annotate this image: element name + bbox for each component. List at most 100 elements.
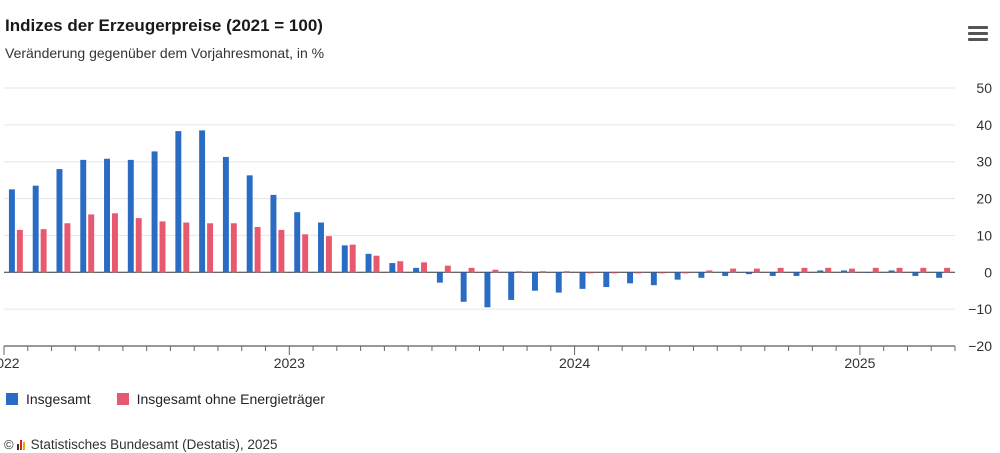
bar-insgesamt: [745, 272, 752, 275]
bar-ohne-energietraeger: [872, 267, 879, 273]
bar-insgesamt: [555, 272, 562, 293]
legend-label: Insgesamt ohne Energieträger: [136, 391, 325, 407]
bar-insgesamt: [936, 272, 943, 278]
bar-insgesamt: [436, 272, 443, 283]
bar-ohne-energietraeger: [682, 272, 689, 274]
bar-insgesamt: [56, 169, 63, 273]
y-tick-label: 20: [976, 191, 992, 207]
y-tick-label: 50: [976, 80, 992, 96]
bar-insgesamt: [603, 272, 610, 288]
bar-insgesamt: [841, 270, 848, 273]
y-tick-label: 30: [976, 154, 992, 170]
bar-ohne-energietraeger: [421, 262, 428, 273]
x-tick-label: 2023: [274, 355, 305, 371]
bar-ohne-energietraeger: [468, 267, 475, 273]
chart-title: Indizes der Erzeugerpreise (2021 = 100): [5, 16, 323, 35]
legend-item-ohne-energie[interactable]: Insgesamt ohne Energieträger: [116, 391, 325, 407]
y-tick-label: −20: [968, 338, 992, 354]
bar-insgesamt: [674, 272, 681, 280]
bar-ohne-energietraeger: [16, 229, 23, 273]
bar-ohne-energietraeger: [230, 223, 237, 273]
y-tick-label: 40: [976, 117, 992, 133]
bar-insgesamt: [222, 156, 229, 273]
bar-insgesamt: [864, 272, 871, 273]
bar-insgesamt: [579, 272, 586, 289]
bar-insgesamt: [769, 272, 776, 276]
bar-ohne-energietraeger: [88, 214, 95, 273]
bar-ohne-energietraeger: [801, 267, 808, 273]
bar-ohne-energietraeger: [849, 268, 855, 273]
chart-legend: Insgesamt Insgesamt ohne Energieträger: [6, 391, 351, 407]
bar-insgesamt: [698, 272, 705, 278]
bar-ohne-energietraeger: [611, 272, 618, 274]
bar-insgesamt: [627, 272, 634, 284]
bar-insgesamt: [365, 253, 372, 273]
bar-insgesamt: [294, 212, 301, 273]
bar-ohne-energietraeger: [730, 268, 737, 273]
bar-insgesamt: [32, 185, 39, 273]
bar-insgesamt: [817, 270, 824, 273]
bar-ohne-energietraeger: [40, 229, 47, 273]
y-tick-label: 0: [984, 264, 992, 280]
source-credit: © Statistisches Bundesamt (Destatis), 20…: [4, 437, 277, 452]
bar-ohne-energietraeger: [539, 271, 546, 273]
legend-swatch-blue: [6, 393, 18, 405]
hamburger-menu-icon[interactable]: [968, 26, 988, 42]
bar-insgesamt: [722, 272, 729, 276]
bar-ohne-energietraeger: [254, 226, 261, 273]
bar-insgesamt: [8, 189, 15, 273]
bar-insgesamt: [413, 267, 420, 273]
bar-insgesamt: [531, 272, 538, 291]
bar-ohne-energietraeger: [302, 234, 309, 273]
chart-subtitle: Veränderung gegenüber dem Vorjahresmonat…: [5, 45, 325, 61]
legend-label: Insgesamt: [26, 391, 91, 407]
bar-insgesamt: [80, 159, 87, 273]
bar-ohne-energietraeger: [349, 244, 356, 273]
x-tick-label: 2025: [844, 355, 875, 371]
bar-ohne-energietraeger: [492, 269, 499, 273]
legend-swatch-red: [116, 393, 129, 405]
bar-ohne-energietraeger: [207, 223, 214, 273]
bar-ohne-energietraeger: [658, 272, 665, 274]
bar-insgesamt: [175, 131, 182, 273]
bar-ohne-energietraeger: [896, 267, 903, 273]
bar-insgesamt: [151, 151, 158, 273]
bar-insgesamt: [793, 272, 800, 276]
bar-ohne-energietraeger: [516, 271, 523, 273]
bar-ohne-energietraeger: [635, 272, 641, 274]
destatis-logo-icon: [16, 439, 26, 450]
bar-insgesamt: [508, 272, 515, 300]
bar-ohne-energietraeger: [64, 223, 71, 273]
source-text: Statistisches Bundesamt (Destatis), 2025: [30, 437, 278, 452]
copyright-symbol: ©: [4, 437, 14, 452]
bar-insgesamt: [246, 175, 253, 273]
x-tick-label: 2024: [559, 355, 590, 371]
bar-ohne-energietraeger: [563, 271, 570, 273]
bar-insgesamt: [270, 194, 277, 273]
x-tick-label: 2022: [0, 355, 20, 371]
bar-ohne-energietraeger: [397, 261, 404, 273]
bar-ohne-energietraeger: [920, 267, 927, 273]
bar-insgesamt: [341, 245, 348, 273]
bar-ohne-energietraeger: [825, 267, 832, 273]
bar-ohne-energietraeger: [444, 265, 451, 273]
bar-ohne-energietraeger: [135, 218, 142, 273]
bar-ohne-energietraeger: [159, 221, 166, 273]
legend-item-insgesamt[interactable]: Insgesamt: [6, 391, 91, 407]
bar-insgesamt: [888, 270, 895, 273]
bar-ohne-energietraeger: [753, 268, 760, 273]
y-tick-label: 10: [976, 227, 992, 243]
bar-insgesamt: [199, 130, 206, 273]
bar-insgesamt: [318, 222, 324, 273]
bar-ohne-energietraeger: [373, 255, 380, 273]
bar-insgesamt: [389, 263, 396, 273]
bar-ohne-energietraeger: [278, 229, 285, 273]
bar-ohne-energietraeger: [587, 272, 594, 274]
bar-insgesamt: [484, 272, 491, 308]
bar-insgesamt: [460, 272, 467, 302]
y-tick-label: −10: [968, 301, 992, 317]
bar-chart: −20 −10 0 10 20 30 40 50 2022 2023 2024 2025: [0, 80, 992, 371]
bar-insgesamt: [104, 158, 110, 273]
bar-insgesamt: [650, 272, 657, 286]
bar-insgesamt: [912, 272, 919, 276]
